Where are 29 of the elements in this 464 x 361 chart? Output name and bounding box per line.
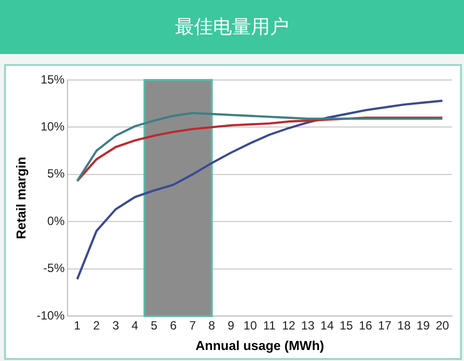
- x-tick-label: 9: [228, 318, 235, 333]
- x-tick-label: 12: [282, 318, 296, 333]
- x-tick-label: 15: [340, 318, 354, 333]
- x-tick-label: 10: [244, 318, 258, 333]
- x-tick-label: 18: [397, 318, 411, 333]
- x-tick-label: 5: [150, 318, 158, 333]
- y-tick-label: 10%: [40, 120, 65, 134]
- y-tick-label: -5%: [43, 261, 65, 276]
- x-tick-label: 16: [358, 318, 373, 333]
- x-axis-title: Annual usage (MWh): [196, 338, 324, 353]
- x-tick-label: 2: [93, 318, 100, 333]
- x-tick-label: 14: [320, 318, 334, 333]
- x-tick-label: 13: [301, 318, 315, 333]
- y-axis-title: Retail margin: [13, 156, 28, 240]
- chart-title: 最佳电量用户: [0, 0, 464, 54]
- y-tick-label: 5%: [47, 166, 65, 181]
- x-tick-label: 3: [112, 318, 120, 333]
- y-tick-label: 15%: [40, 72, 65, 86]
- x-tick-label: 20: [436, 318, 450, 333]
- y-tick-label: 0%: [47, 214, 65, 228]
- x-tick-label: 8: [208, 318, 216, 333]
- x-tick-label: 6: [170, 318, 177, 333]
- x-tick-label: 4: [132, 318, 139, 333]
- x-tick-label: 7: [189, 318, 196, 333]
- x-tick-label: 11: [263, 318, 276, 333]
- x-tick-label: 19: [416, 318, 430, 333]
- x-tick-label: 17: [378, 318, 392, 333]
- x-tick-label: 1: [74, 318, 81, 333]
- y-tick-label: -10%: [36, 308, 65, 322]
